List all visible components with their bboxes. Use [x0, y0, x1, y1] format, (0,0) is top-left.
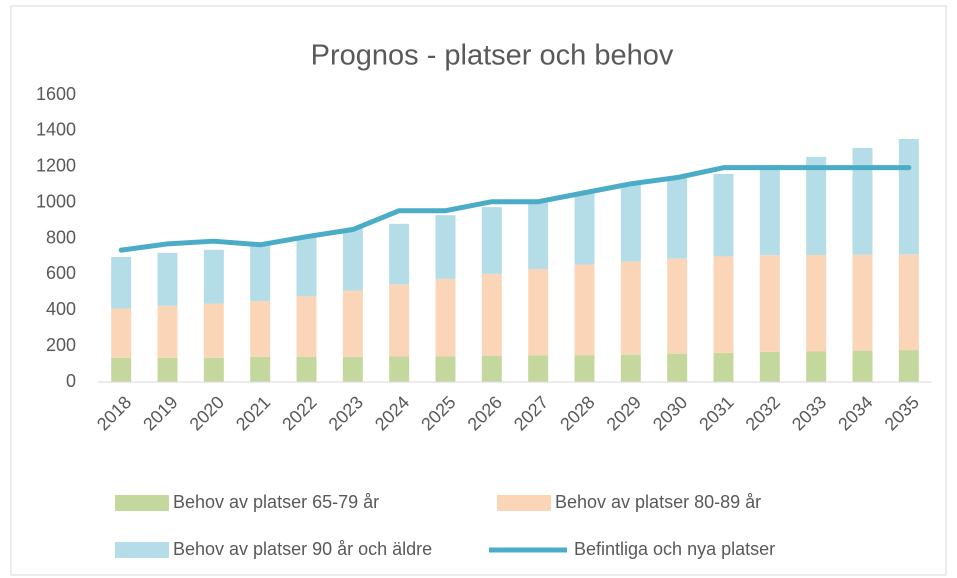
- bar: [342, 228, 363, 291]
- bar: [296, 296, 317, 357]
- y-tick-label: 1200: [36, 156, 76, 176]
- bar: [574, 355, 595, 382]
- bar: [667, 258, 688, 354]
- bar: [806, 255, 827, 352]
- bar: [111, 357, 132, 382]
- bar: [111, 308, 132, 358]
- bar: [157, 252, 178, 306]
- bar: [713, 352, 734, 382]
- bar: [389, 356, 410, 382]
- bar: [806, 351, 827, 382]
- y-tick-label: 1000: [36, 191, 76, 211]
- bar: [481, 207, 502, 274]
- chart-title: Prognos - platser och behov: [311, 40, 674, 72]
- bar: [157, 357, 178, 382]
- y-tick-label: 0: [66, 371, 76, 391]
- bar: [759, 255, 780, 352]
- bar: [435, 356, 456, 382]
- bar: [203, 357, 224, 382]
- bar: [528, 355, 549, 382]
- bar: [435, 278, 456, 357]
- bar: [898, 138, 919, 255]
- bar: [250, 300, 271, 357]
- y-tick-label: 400: [46, 299, 76, 319]
- bar: [620, 354, 641, 382]
- legend-swatch: [115, 542, 169, 558]
- bar: [435, 215, 456, 279]
- y-tick-label: 1400: [36, 120, 76, 140]
- bar: [620, 261, 641, 355]
- y-tick-label: 800: [46, 227, 76, 247]
- legend-label: Behov av platser 90 år och äldre: [173, 539, 432, 559]
- bar: [250, 356, 271, 382]
- bar: [296, 356, 317, 382]
- bar: [389, 284, 410, 357]
- bar: [667, 353, 688, 382]
- bar: [481, 355, 502, 382]
- bar: [203, 249, 224, 304]
- bar: [620, 184, 641, 262]
- line: [118, 165, 912, 253]
- bar: [898, 350, 919, 382]
- bar: [574, 191, 595, 265]
- bar: [203, 303, 224, 358]
- bar: [806, 156, 827, 256]
- bar: [296, 236, 317, 297]
- legend-label: Behov av platser 65-79 år: [173, 492, 379, 512]
- bar: [898, 254, 919, 351]
- bar: [528, 199, 549, 269]
- bar: [389, 223, 410, 285]
- bar: [574, 264, 595, 356]
- bar: [157, 305, 178, 358]
- legend-label: Behov av platser 80-89 år: [555, 492, 761, 512]
- bar: [852, 350, 873, 382]
- y-tick-label: 1600: [36, 84, 76, 104]
- bar: [852, 147, 873, 255]
- legend-swatch: [497, 495, 551, 511]
- legend-swatch: [115, 495, 169, 511]
- bar: [481, 273, 502, 356]
- bar: [342, 356, 363, 382]
- bar: [759, 164, 780, 256]
- bar: [852, 254, 873, 351]
- y-tick-label: 200: [46, 335, 76, 355]
- bar: [759, 351, 780, 382]
- bar: [250, 242, 271, 301]
- bar: [667, 176, 688, 259]
- legend-label: Befintliga och nya platser: [574, 539, 775, 559]
- bar: [713, 256, 734, 353]
- bar: [528, 268, 549, 356]
- bar: [111, 256, 132, 309]
- bar: [713, 173, 734, 257]
- chart-border: [10, 5, 947, 576]
- y-tick-label: 600: [46, 263, 76, 283]
- bar: [342, 290, 363, 357]
